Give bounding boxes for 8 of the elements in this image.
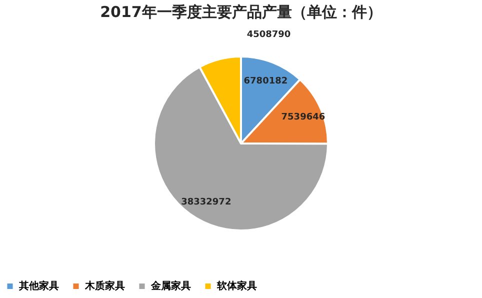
data-label: 4508790	[246, 30, 291, 40]
legend-label: 其他家具	[18, 280, 59, 292]
legend-label: 木质家具	[84, 280, 125, 292]
data-label: 6780182	[244, 76, 288, 86]
legend-label: 软体家具	[216, 280, 257, 292]
data-label: 38332972	[181, 198, 232, 208]
legend-label: 金属家具	[150, 280, 191, 292]
chart-title: 2017年一季度主要产品产量（单位：件）	[100, 3, 382, 21]
